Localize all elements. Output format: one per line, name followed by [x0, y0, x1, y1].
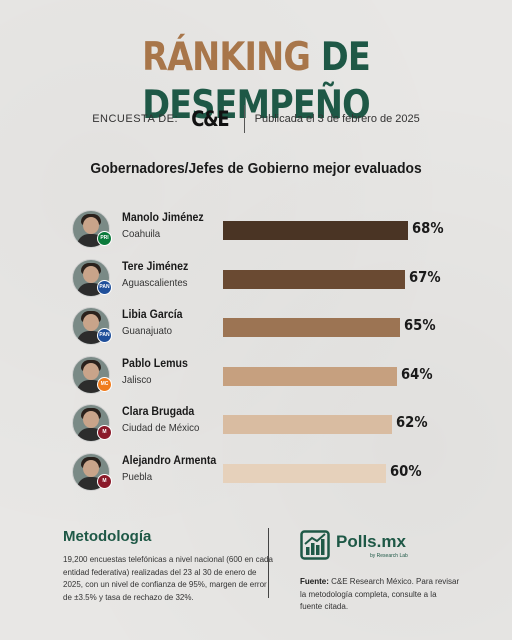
governor-name: Manolo Jiménez	[122, 212, 204, 224]
ranking-row: M Alejandro Armenta Puebla 60%	[0, 452, 512, 497]
survey-divider	[243, 105, 245, 133]
governor-state: Aguascalientes	[122, 276, 188, 289]
ranking-row: MC Pablo Lemus Jalisco 64%	[0, 355, 512, 400]
pollster-logo: C&E	[191, 107, 229, 131]
page-title: RÁNKING DE DESEMPEÑO	[36, 34, 476, 130]
polls-brand-sub: by Research Lab	[370, 553, 408, 559]
party-badge-icon: M	[97, 473, 112, 489]
party-badge-icon: M	[97, 425, 112, 440]
governor-state: Guanajuato	[122, 325, 172, 337]
source-note: Fuente: C&E Research México. Para revisa…	[300, 576, 460, 614]
title-part-ranking: RÁNKING	[142, 35, 311, 80]
party-badge-icon: PRI	[97, 231, 112, 246]
source-label: Fuente:	[300, 577, 329, 586]
governor-name: Tere Jiménez	[122, 260, 189, 273]
published-date: Publicada el 3 de febrero de 2025	[254, 113, 420, 125]
party-badge-icon: MC	[97, 376, 112, 392]
approval-bar	[223, 366, 398, 386]
party-badge-icon: PAN	[97, 328, 112, 343]
ranking-row: M Clara Brugada Ciudad de México 62%	[0, 404, 512, 448]
approval-value: 68%	[412, 219, 444, 237]
governor-state: Ciudad de México	[122, 422, 200, 434]
approval-value: 64%	[401, 364, 433, 383]
footer-divider	[268, 528, 269, 598]
survey-label: ENCUESTA DE:	[92, 113, 179, 125]
polls-brand: Polls.mx	[336, 532, 406, 551]
approval-value: 67%	[409, 267, 441, 286]
chart-title: Gobernadores/Jefes de Gobierno mejor eva…	[90, 160, 422, 177]
approval-bar	[223, 415, 392, 434]
methodology-title: Metodología	[63, 528, 152, 545]
governor-name: Libia García	[122, 309, 183, 321]
methodology-text: 19,200 encuestas telefónicas a nivel nac…	[63, 555, 273, 602]
polls-logo-icon	[300, 530, 330, 560]
approval-bar	[223, 269, 406, 289]
governor-state: Jalisco	[122, 373, 152, 386]
ranking-row: PAN Libia García Guanajuato 65%	[0, 307, 512, 351]
source-text: C&E Research México. Para revisar la met…	[300, 577, 460, 611]
title-part-desempeno: DE DESEMPEÑO	[142, 35, 371, 128]
approval-bar	[223, 463, 387, 483]
survey-info: ENCUESTA DE: C&E Publicada el 3 de febre…	[0, 104, 512, 134]
approval-bar	[223, 318, 400, 337]
approval-value: 65%	[403, 316, 436, 334]
ranking-row: PAN Tere Jiménez Aguascalientes 67%	[0, 258, 512, 303]
ranking-row: PRI Manolo Jiménez Coahuila 68%	[0, 210, 512, 254]
party-badge-icon: PAN	[97, 279, 112, 295]
approval-bar	[223, 221, 408, 240]
governor-name: Alejandro Armenta	[122, 454, 217, 467]
governor-name: Clara Brugada	[122, 406, 195, 418]
approval-value: 60%	[390, 461, 422, 480]
governor-state: Puebla	[122, 470, 153, 483]
governor-name: Pablo Lemus	[122, 357, 188, 370]
governor-state: Coahuila	[122, 228, 161, 240]
governor-photo	[72, 258, 110, 297]
approval-value: 62%	[395, 413, 428, 431]
